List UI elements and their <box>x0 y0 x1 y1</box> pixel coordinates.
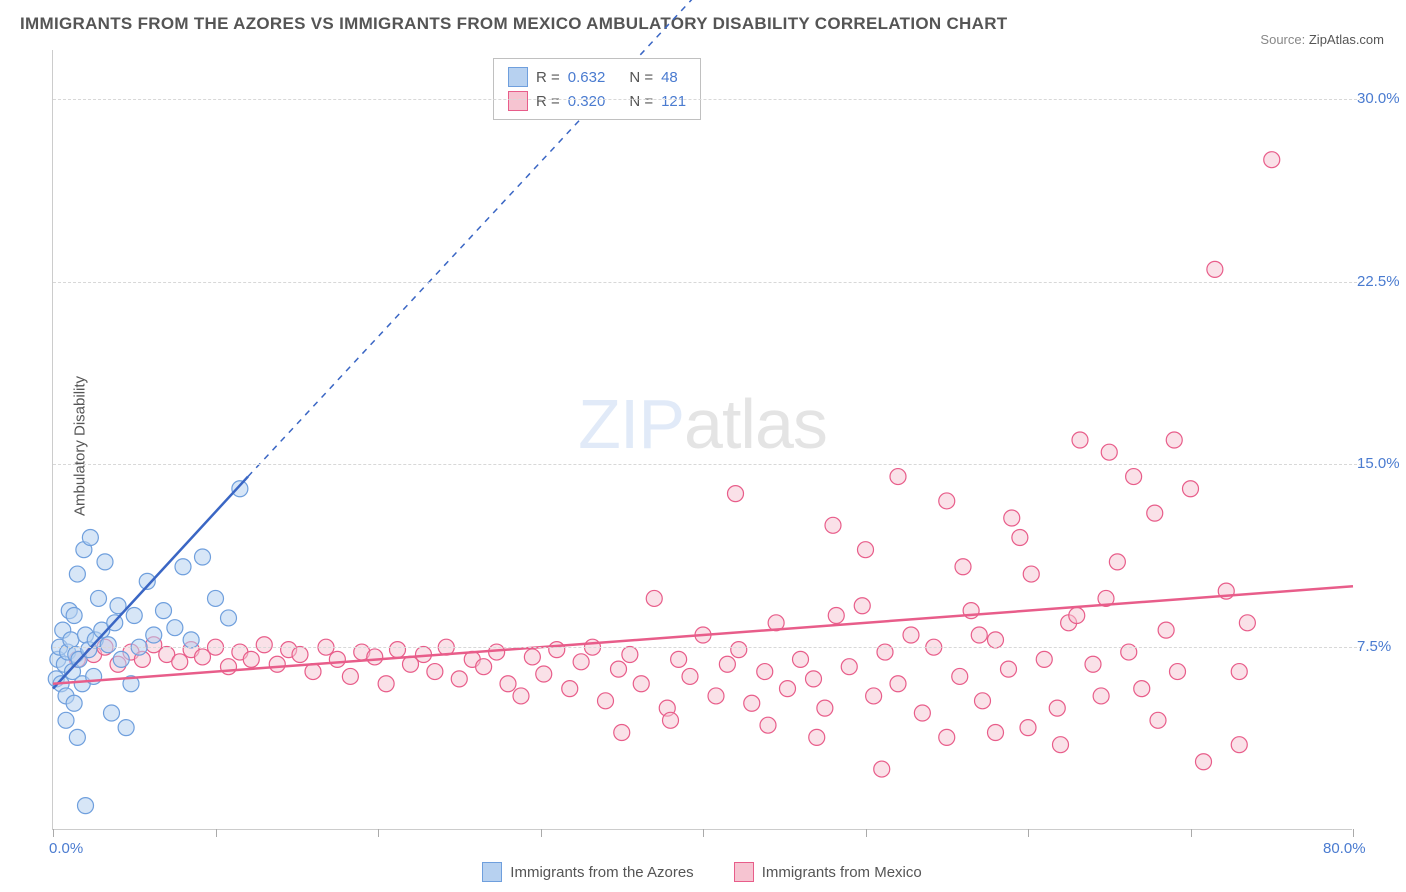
correlation-chart: IMMIGRANTS FROM THE AZORES VS IMMIGRANTS… <box>0 0 1406 892</box>
legend-item-azores: Immigrants from the Azores <box>482 862 693 882</box>
x-tick-label: 0.0% <box>49 840 83 857</box>
plot-area: ZIPatlas R = 0.632 N = 48 R = 0.320 N = … <box>52 50 1352 830</box>
legend-correlation-box: R = 0.632 N = 48 R = 0.320 N = 121 <box>493 58 701 120</box>
legend-row-mexico: R = 0.320 N = 121 <box>508 89 686 113</box>
legend-row-azores: R = 0.632 N = 48 <box>508 65 686 89</box>
legend-n-value-mexico: 121 <box>661 93 686 110</box>
gridline <box>53 464 1362 465</box>
gridline <box>53 99 1362 100</box>
legend-r-value-azores: 0.632 <box>568 69 606 86</box>
legend-r-label: R = <box>536 69 560 86</box>
x-tick <box>866 829 867 837</box>
x-tick-label: 80.0% <box>1323 840 1366 857</box>
x-tick <box>703 829 704 837</box>
gridline <box>53 282 1362 283</box>
legend-n-value-azores: 48 <box>661 69 678 86</box>
legend-label-mexico: Immigrants from Mexico <box>762 864 922 881</box>
scatter-svg <box>53 50 1353 830</box>
x-tick <box>53 829 54 837</box>
y-tick-label: 15.0% <box>1357 455 1406 472</box>
x-tick <box>1191 829 1192 837</box>
chart-title: IMMIGRANTS FROM THE AZORES VS IMMIGRANTS… <box>20 14 1007 34</box>
x-tick <box>216 829 217 837</box>
source-value: ZipAtlas.com <box>1309 32 1384 47</box>
source-attribution: Source: ZipAtlas.com <box>1260 32 1384 47</box>
legend-label-azores: Immigrants from the Azores <box>510 864 693 881</box>
legend-item-mexico: Immigrants from Mexico <box>734 862 922 882</box>
y-tick-label: 30.0% <box>1357 90 1406 107</box>
legend-swatch-azores <box>482 862 502 882</box>
x-tick <box>1353 829 1354 837</box>
x-tick <box>378 829 379 837</box>
legend-r-value-mexico: 0.320 <box>568 93 606 110</box>
legend-swatch-mexico <box>508 91 528 111</box>
x-tick <box>1028 829 1029 837</box>
legend-n-label: N = <box>629 93 653 110</box>
gridline <box>53 647 1362 648</box>
legend-r-label: R = <box>536 93 560 110</box>
x-tick <box>541 829 542 837</box>
legend-n-label: N = <box>629 69 653 86</box>
legend-swatch-mexico <box>734 862 754 882</box>
source-label: Source: <box>1260 32 1305 47</box>
y-tick-label: 22.5% <box>1357 273 1406 290</box>
legend-swatch-azores <box>508 67 528 87</box>
y-tick-label: 7.5% <box>1357 638 1406 655</box>
legend-series: Immigrants from the Azores Immigrants fr… <box>52 862 1352 882</box>
